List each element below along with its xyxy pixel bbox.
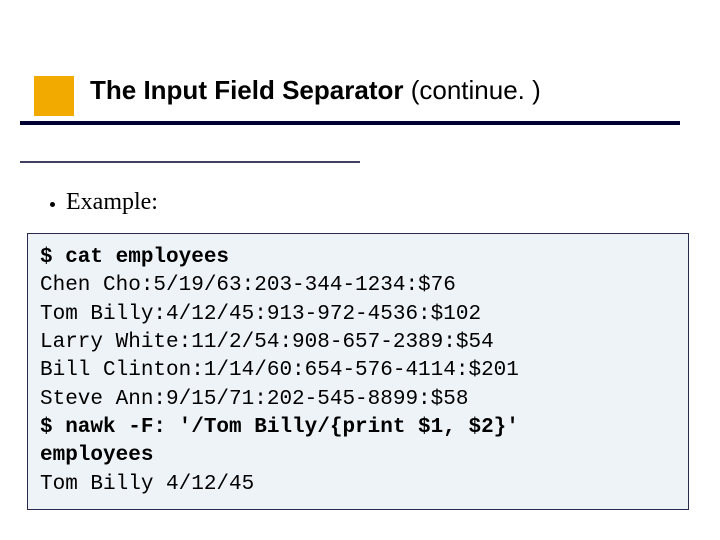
code-line: Chen Cho:5/19/63:203-344-1234:$76 [40, 272, 676, 300]
bullet-text: Example: [66, 189, 158, 215]
code-line: Bill Clinton:1/14/60:654-576-4114:$201 [40, 357, 676, 385]
slide-title: The Input Field Separator (continue. ) [90, 75, 541, 105]
code-line: Tom Billy 4/12/45 [40, 471, 676, 499]
accent-square [34, 76, 74, 116]
title-main: The Input Field Separator [90, 75, 403, 105]
code-line: $ cat employees [40, 244, 676, 272]
title-continue: (continue. ) [403, 75, 540, 105]
bullet-dot-icon [50, 202, 55, 207]
title-underline [20, 121, 680, 125]
bullet-row: Example: [66, 189, 158, 216]
slide: The Input Field Separator (continue. ) E… [0, 0, 720, 540]
divider-line [20, 161, 360, 163]
title-block: The Input Field Separator (continue. ) [90, 75, 670, 106]
code-line: Tom Billy:4/12/45:913-972-4536:$102 [40, 301, 676, 329]
code-line: $ nawk -F: '/Tom Billy/{print $1, $2}' [40, 414, 676, 442]
code-line: Steve Ann:9/15/71:202-545-8899:$58 [40, 386, 676, 414]
code-box: $ cat employees Chen Cho:5/19/63:203-344… [27, 233, 689, 510]
code-line: Larry White:11/2/54:908-657-2389:$54 [40, 329, 676, 357]
code-line: employees [40, 442, 676, 470]
